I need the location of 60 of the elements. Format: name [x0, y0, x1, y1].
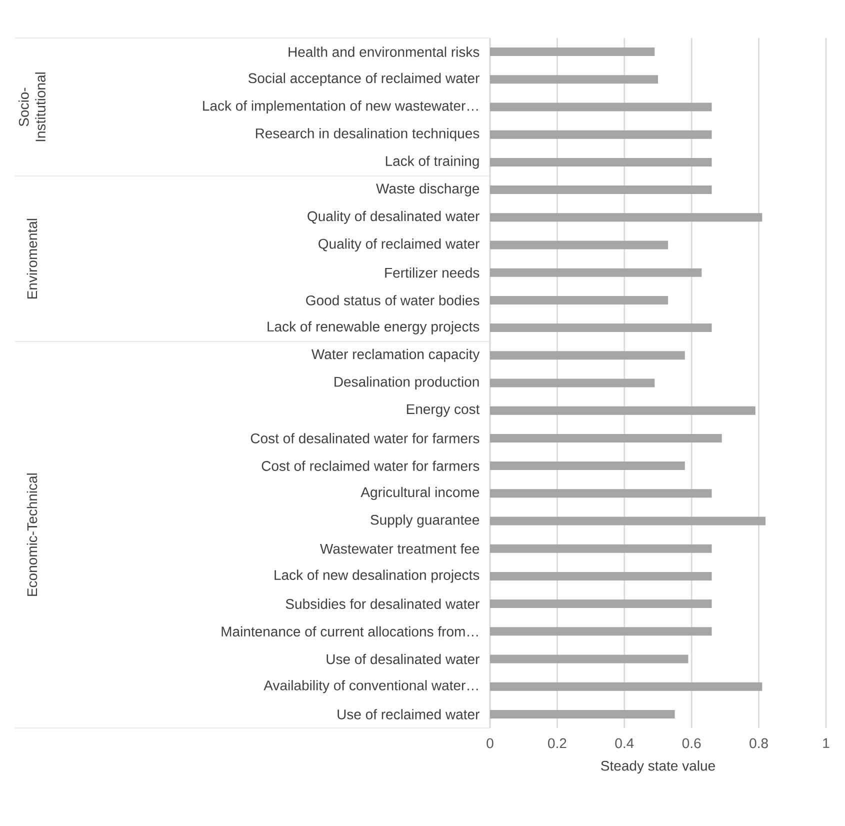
bar [490, 682, 762, 691]
bar [490, 102, 712, 112]
bar [490, 627, 712, 636]
y-tick-label: Lack of renewable energy projects [268, 321, 480, 334]
y-tick-label: Lack of new desalination projects [274, 570, 480, 583]
y-tick-label: Lack of implementation of new wastewater… [203, 100, 478, 114]
bar [490, 186, 712, 194]
bar [490, 572, 712, 580]
text: Socio-Institutional [18, 72, 46, 142]
y-tick-label: Good status of water bodies [306, 295, 480, 306]
y-tick-label: Desalination production [334, 376, 479, 390]
y-tick-label: Agricultural income [360, 486, 480, 500]
bar [490, 406, 756, 415]
bar [490, 130, 712, 139]
bar [490, 544, 712, 553]
text: Enviromental [26, 218, 38, 299]
bar [490, 600, 712, 608]
bar [490, 324, 712, 332]
bar [490, 710, 675, 718]
y-tick-label: Energy cost [406, 404, 480, 417]
y-tick-label: Cost of reclaimed water for farmers [262, 460, 480, 471]
y-tick-label: Fertilizer needs [385, 267, 480, 278]
bar [490, 351, 685, 360]
x-tick-label: 0 [486, 738, 494, 748]
x-tick-label: 0.4 [615, 738, 634, 748]
bar [490, 462, 685, 470]
bar [490, 75, 658, 84]
bar [490, 489, 712, 498]
bar [490, 213, 762, 222]
x-tick-label: 0.8 [750, 738, 768, 748]
y-tick-label: Research in desalination techniques [256, 128, 480, 142]
y-tick-label: Social acceptance of reclaimed water [248, 72, 480, 86]
y-tick-label: Lack of training [386, 156, 479, 169]
text: Economic-Technical [26, 474, 38, 596]
bar [490, 158, 712, 166]
bar [490, 434, 722, 442]
y-tick-label: Subsidies for desalinated water [286, 598, 480, 609]
bar [490, 516, 766, 526]
y-tick-label: Maintenance of current allocations from… [222, 626, 478, 637]
x-axis-title: Steady state value [601, 760, 715, 774]
y-tick-label: Quality of reclaimed water [318, 238, 480, 252]
x-tick-label: 1 [823, 738, 830, 748]
y-tick-label: Availability of conventional water… [264, 680, 478, 694]
y-tick-label: Waste discharge [376, 183, 480, 196]
x-tick-label: 0.6 [682, 738, 701, 748]
y-tick-label: Use of desalinated water [326, 654, 480, 664]
bar [490, 654, 688, 664]
bar [490, 240, 668, 250]
y-tick-label: Wastewater treatment fee [320, 543, 480, 554]
bar [490, 268, 702, 277]
y-tick-label: Use of reclaimed water [338, 709, 480, 720]
bar [490, 378, 655, 388]
bar [490, 296, 668, 304]
x-tick-label: 0.2 [548, 738, 566, 748]
bar [490, 48, 655, 56]
y-tick-label: Quality of desalinated water [308, 210, 480, 224]
y-tick-label: Health and environmental risks [288, 46, 480, 57]
y-tick-label: Water reclamation capacity [311, 348, 480, 362]
y-tick-label: Supply guarantee [370, 514, 480, 528]
y-tick-label: Cost of desalinated water for farmers [250, 433, 480, 444]
